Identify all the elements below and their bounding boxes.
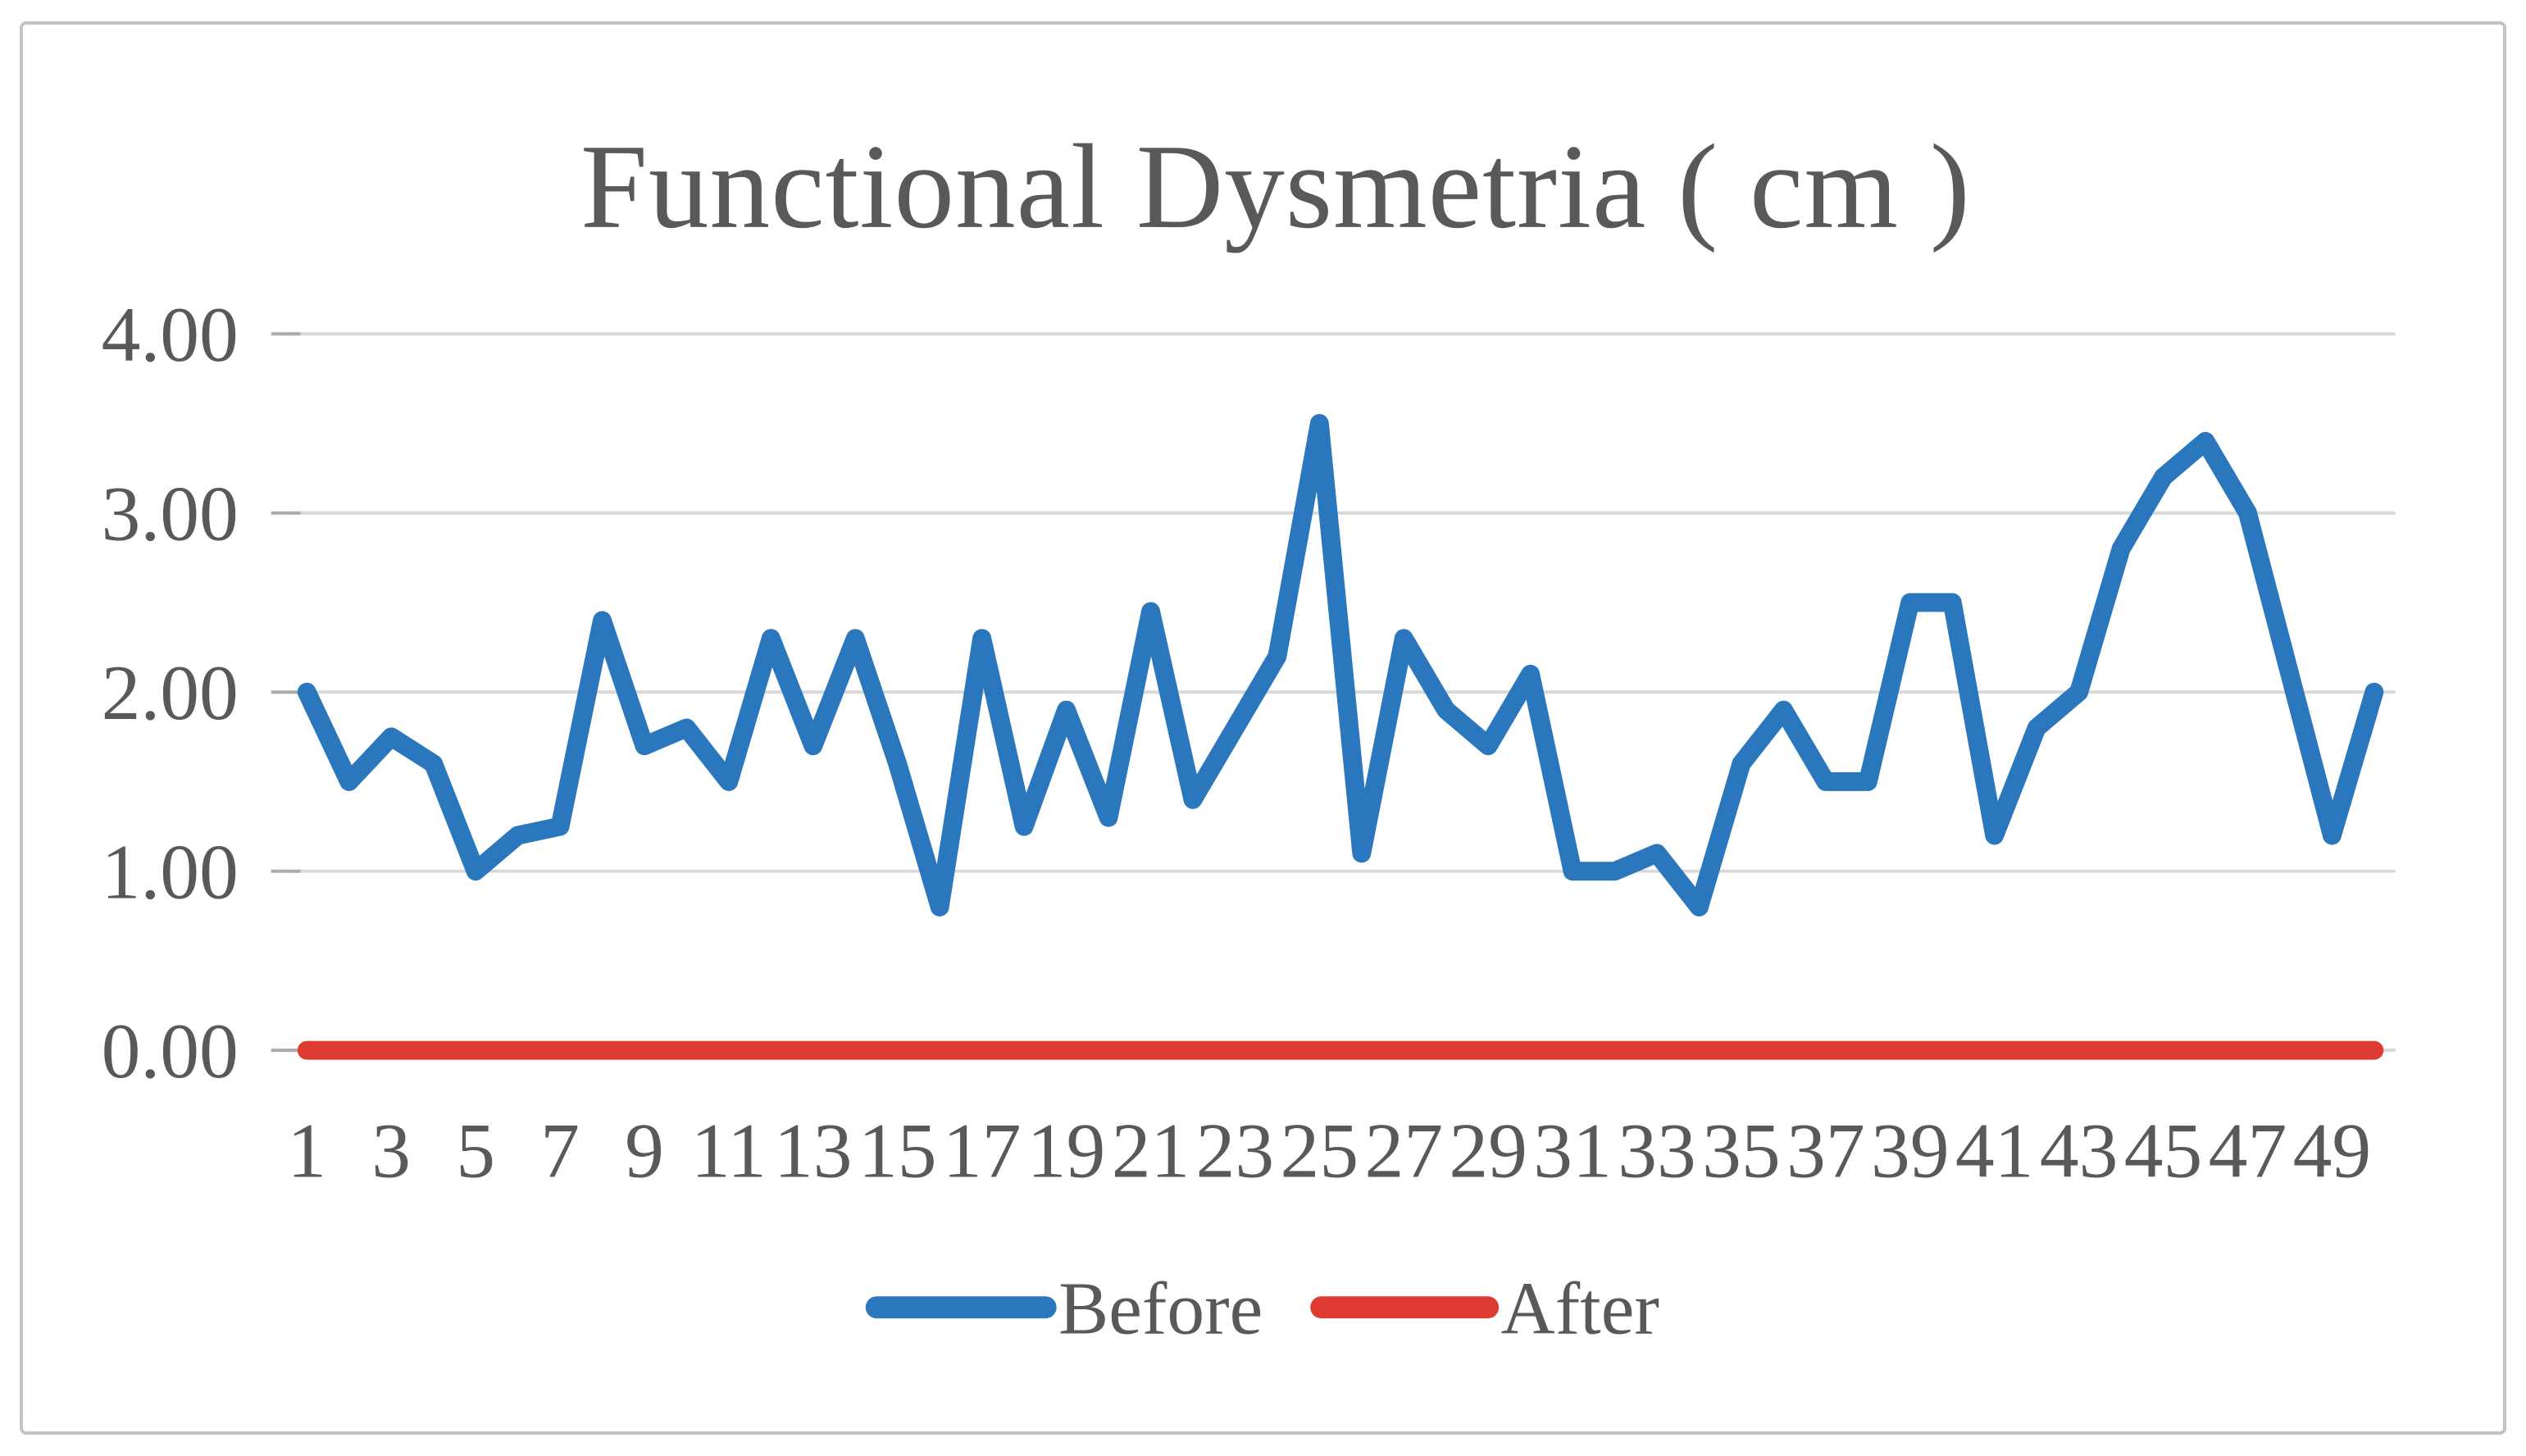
- x-axis-tick-label: 45: [2124, 1107, 2203, 1194]
- x-axis-tick-label: 43: [2040, 1107, 2119, 1194]
- x-axis-tick-label: 27: [1364, 1107, 1443, 1194]
- x-axis-tick-label: 35: [1702, 1107, 1781, 1194]
- y-axis-tick-label: 4.00: [102, 291, 239, 378]
- x-axis-tick-label: 47: [2209, 1107, 2287, 1194]
- x-axis-tick-label: 49: [2293, 1107, 2372, 1194]
- y-axis-labels: 0.00 1.00 2.00 3.00 4.00: [102, 291, 239, 1094]
- x-axis-tick-label: 33: [1618, 1107, 1696, 1194]
- chart-canvas: Functional Dysmetria ( cm ) 0.00 1.00 2.00…: [102, 120, 2396, 1350]
- x-axis-tick-label: 1: [287, 1107, 326, 1194]
- legend-after-label: After: [1501, 1267, 1659, 1350]
- legend: Before After: [865, 1267, 1659, 1350]
- y-axis-tick-label: 3.00: [102, 471, 239, 557]
- x-axis-tick-label: 5: [456, 1107, 495, 1194]
- x-axis-tick-label: 9: [625, 1107, 664, 1194]
- x-axis-tick-label: 37: [1786, 1107, 1865, 1194]
- x-axis-tick-label: 11: [691, 1107, 767, 1194]
- x-axis-tick-label: 19: [1027, 1107, 1106, 1194]
- x-axis-tick-label: 25: [1281, 1107, 1359, 1194]
- legend-before-label: Before: [1058, 1267, 1263, 1350]
- before-series-line: [297, 414, 2384, 917]
- x-axis-tick-label: 21: [1112, 1107, 1190, 1194]
- x-axis-tick-label: 3: [371, 1107, 411, 1194]
- x-axis-tick-label: 15: [858, 1107, 937, 1194]
- x-axis-tick-label: 41: [1955, 1107, 2034, 1194]
- chart-title: Functional Dysmetria ( cm ): [580, 120, 1971, 253]
- x-axis-tick-label: 23: [1196, 1107, 1275, 1194]
- y-axis-tick-label: 2.00: [102, 649, 239, 736]
- x-axis-tick-label: 39: [1871, 1107, 1950, 1194]
- x-axis-tick-label: 17: [943, 1107, 1022, 1194]
- x-axis-tick-label: 29: [1449, 1107, 1527, 1194]
- axis-tick-marks: [271, 332, 301, 1053]
- y-axis-tick-label: 1.00: [102, 829, 239, 916]
- y-axis-tick-label: 0.00: [102, 1008, 239, 1094]
- x-axis-tick-label: 7: [540, 1107, 580, 1194]
- x-axis-labels: 1 3 5 7 9 11 13 15 17 19 21 23 25 27 29 31 33 35 37 39 41 43 4…: [287, 1107, 2371, 1194]
- x-axis-tick-label: 31: [1533, 1107, 1612, 1194]
- x-axis-tick-label: 13: [774, 1107, 853, 1194]
- chart-frame: Functional Dysmetria ( cm ) 0.00 1.00 2.00…: [20, 21, 2506, 1435]
